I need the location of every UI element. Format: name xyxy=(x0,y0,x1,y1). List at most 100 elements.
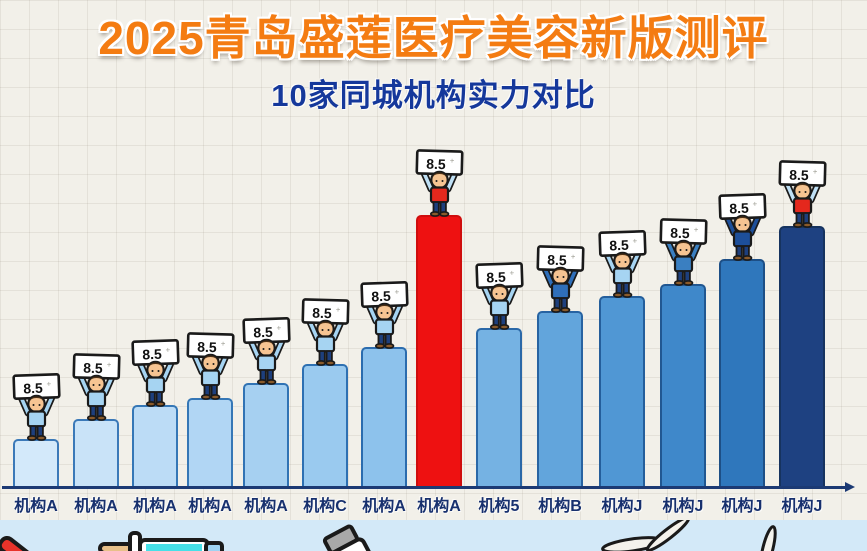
score-sign: 8.5 + xyxy=(185,332,235,359)
x-axis-line xyxy=(2,486,845,489)
svg-text:8.5: 8.5 xyxy=(609,237,629,254)
score-sign: 8.5 + xyxy=(300,298,350,325)
mascot-figure: 8.5 + xyxy=(296,298,355,366)
mascot-head xyxy=(374,302,394,322)
bar xyxy=(243,383,289,487)
svg-text:+: + xyxy=(335,305,340,314)
svg-text:+: + xyxy=(449,156,454,165)
x-axis-label: 机构5 xyxy=(478,498,520,515)
svg-text:+: + xyxy=(276,323,281,332)
svg-text:8.5: 8.5 xyxy=(789,167,809,184)
x-axis-label: 机构A xyxy=(133,498,177,515)
x-axis-label: 机构A xyxy=(188,498,232,515)
score-sign: 8.5 + xyxy=(359,280,409,309)
x-axis-label: 机构B xyxy=(538,498,582,515)
mascot-head xyxy=(26,394,46,414)
x-axis-label: 机构C xyxy=(303,498,347,515)
mascot-body xyxy=(200,369,220,400)
mascot-body xyxy=(256,354,276,385)
mascot-head xyxy=(200,353,220,373)
lipstick-icon xyxy=(0,535,39,551)
mascot-figure: 8.5 + xyxy=(126,338,185,407)
bottom-decoration-band xyxy=(0,520,867,551)
bar-highlighted xyxy=(416,215,462,487)
mascot-figure: 8.5 + xyxy=(713,192,772,261)
mascot-head xyxy=(732,214,752,234)
mascot-body xyxy=(429,186,449,217)
mascot-head xyxy=(550,266,570,286)
svg-text:+: + xyxy=(46,379,51,388)
svg-text:8.5: 8.5 xyxy=(486,269,506,286)
mascot-head xyxy=(489,283,509,303)
mascot-body xyxy=(26,410,46,441)
mascot-figure: 8.5 + xyxy=(67,353,126,421)
mascot-figure: 8.5 + xyxy=(470,261,529,330)
bar xyxy=(187,398,233,487)
svg-text:+: + xyxy=(752,199,757,208)
bar xyxy=(599,296,645,487)
mascot-body xyxy=(550,282,570,313)
jar-icon xyxy=(322,524,376,551)
svg-text:8.5: 8.5 xyxy=(426,156,446,173)
svg-text:8.5: 8.5 xyxy=(142,346,162,363)
mascot-figure: 8.5 + xyxy=(593,229,652,298)
mascot-body xyxy=(612,267,632,298)
svg-text:8.5: 8.5 xyxy=(197,339,217,356)
x-axis-label: 机构J xyxy=(662,498,704,515)
plane-icon xyxy=(601,520,691,551)
mascot-body xyxy=(489,299,509,330)
bar xyxy=(361,347,407,487)
bar xyxy=(13,439,59,487)
svg-text:8.5: 8.5 xyxy=(312,305,332,322)
mascot-head xyxy=(86,374,106,394)
mascot-figure: 8.5 + xyxy=(654,218,713,286)
blade-icon xyxy=(759,525,777,551)
svg-text:+: + xyxy=(693,225,698,234)
page-subtitle: 10家同城机构实力对比 xyxy=(271,78,596,113)
score-sign: 8.5 + xyxy=(414,149,464,176)
score-sign: 8.5 + xyxy=(241,316,291,345)
svg-text:8.5: 8.5 xyxy=(23,380,43,397)
mascot-head xyxy=(429,170,449,190)
score-sign: 8.5 + xyxy=(535,245,585,272)
x-axis-label: 机构J xyxy=(721,498,763,515)
mascot-body xyxy=(315,335,335,366)
mascot-body xyxy=(732,230,752,261)
mascot-body xyxy=(145,376,165,407)
x-axis-label: 机构A xyxy=(74,498,118,515)
x-axis-label: 机构A xyxy=(14,498,58,515)
x-axis-label: 机构A xyxy=(417,498,461,515)
svg-text:+: + xyxy=(509,268,514,277)
mascot-figure: 8.5 + xyxy=(410,149,469,217)
mascot-figure: 8.5 + xyxy=(355,280,414,349)
page-title: 2025青岛盛莲医疗美容新版测评 xyxy=(98,12,769,64)
svg-text:8.5: 8.5 xyxy=(83,360,103,377)
mascot-head xyxy=(792,181,812,201)
svg-text:8.5: 8.5 xyxy=(547,252,567,269)
mascot-figure: 8.5 + xyxy=(181,332,240,400)
mascot-head xyxy=(315,319,335,339)
mascot-figure: 8.5 + xyxy=(237,316,296,385)
svg-text:+: + xyxy=(165,345,170,354)
syringe-icon xyxy=(98,531,224,551)
mascot-figure: 8.5 + xyxy=(773,160,832,228)
bar xyxy=(476,328,522,487)
bar xyxy=(73,419,119,487)
mascot-body xyxy=(673,255,693,286)
svg-text:+: + xyxy=(220,339,225,348)
mascot-body xyxy=(86,390,106,421)
svg-text:+: + xyxy=(632,236,637,245)
bar xyxy=(660,284,706,487)
bar xyxy=(132,405,178,487)
svg-text:+: + xyxy=(106,360,111,369)
axis-arrow-icon xyxy=(845,482,855,492)
mascot-body xyxy=(792,197,812,228)
svg-text:+: + xyxy=(570,252,575,261)
score-sign: 8.5 + xyxy=(130,338,180,367)
mascot-head xyxy=(256,338,276,358)
x-axis-label: 机构J xyxy=(781,498,823,515)
score-sign: 8.5 + xyxy=(474,261,524,290)
svg-text:8.5: 8.5 xyxy=(670,225,690,242)
mascot-figure: 8.5 + xyxy=(531,245,590,313)
